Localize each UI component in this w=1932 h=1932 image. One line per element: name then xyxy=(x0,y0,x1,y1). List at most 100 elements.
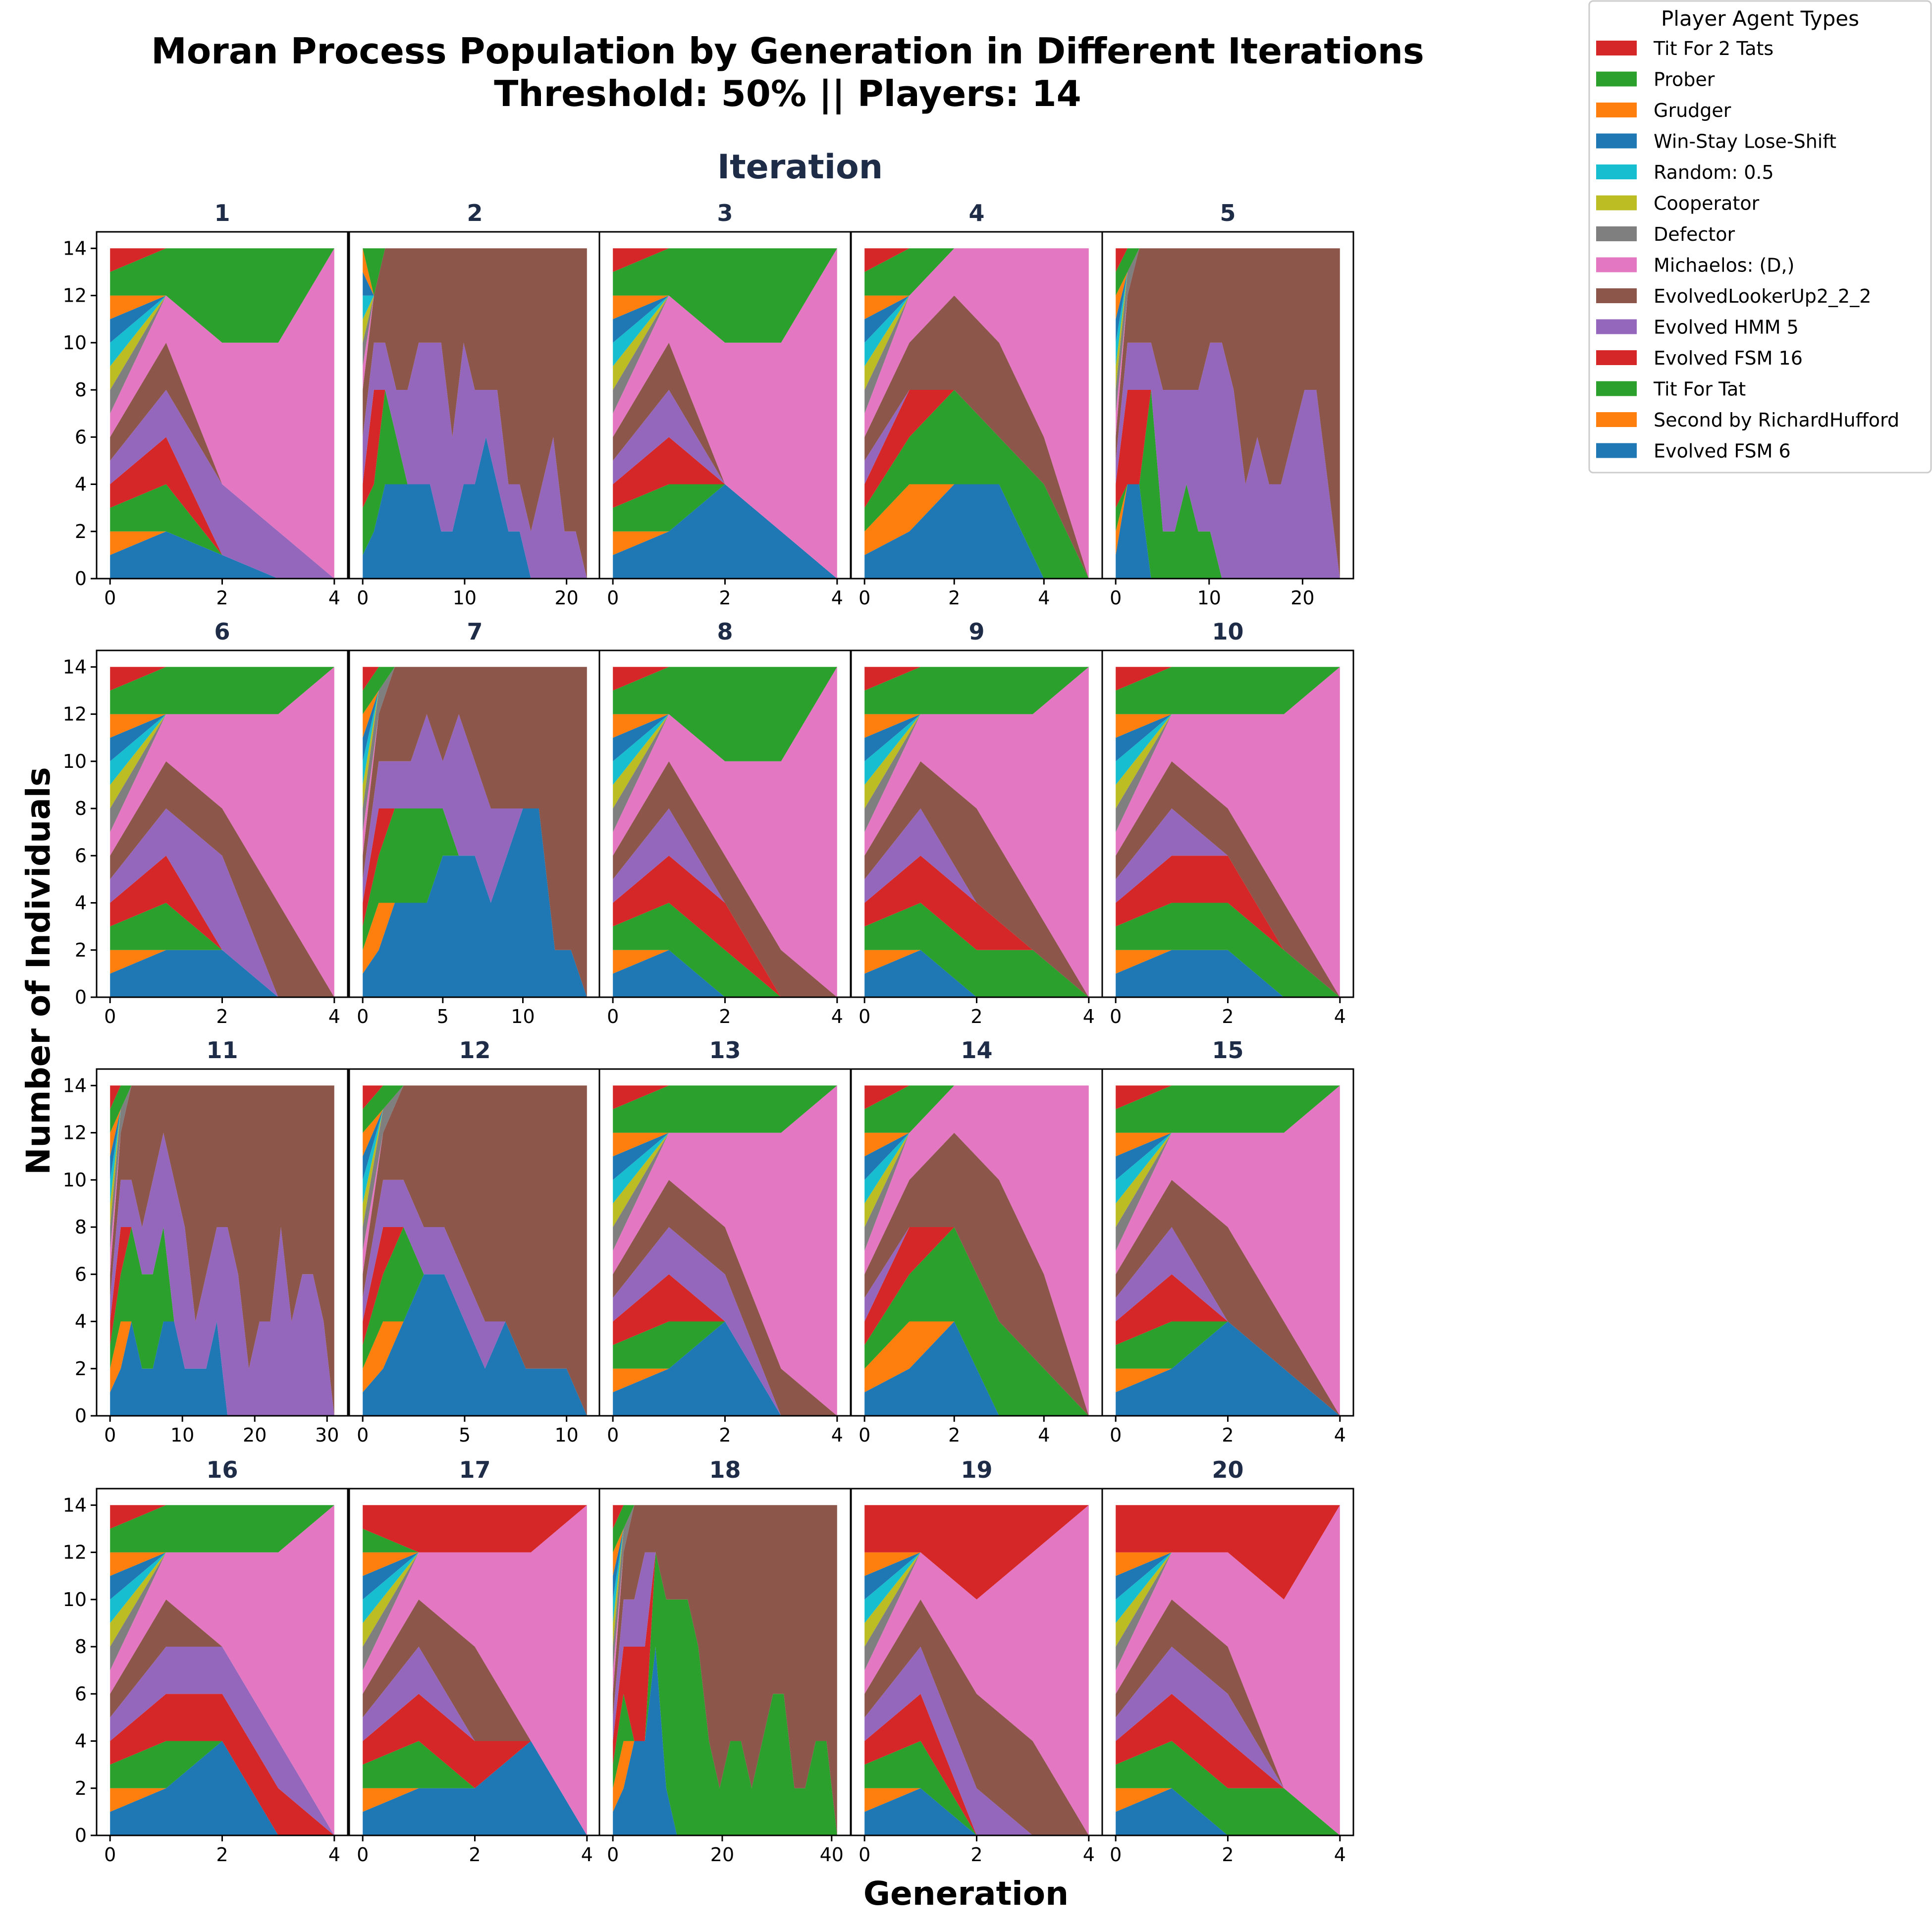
panel-19: 19 0 2 4 xyxy=(850,1456,1103,1866)
panel-7: 7 0 5 10 xyxy=(348,618,601,1027)
y-tick-label: 10 xyxy=(63,1169,87,1191)
panel-title: 17 xyxy=(459,1456,490,1483)
area-tit-for-tat xyxy=(110,1741,334,1835)
x-tick-label: 0 xyxy=(859,587,870,609)
legend-swatch xyxy=(1596,41,1637,55)
area-prober xyxy=(110,248,334,343)
x-tick-label: 20 xyxy=(1290,587,1314,609)
area-evolved-fsm-6 xyxy=(363,1741,587,1835)
x-tick-label: 40 xyxy=(820,1844,844,1866)
area-evolvedlookerup2-2-2 xyxy=(613,1180,837,1416)
area-evolved-hmm-5 xyxy=(110,808,334,997)
area-evolvedlookerup2-2-2 xyxy=(363,248,587,579)
area-evolved-hmm-5 xyxy=(613,1227,837,1416)
x-tick-label: 2 xyxy=(970,1006,982,1027)
panel-title: 3 xyxy=(717,200,733,226)
x-tick-label: 10 xyxy=(453,587,477,609)
y-tick-label: 14 xyxy=(63,1494,87,1516)
area-second-by-richardhufford xyxy=(110,950,334,997)
y-tick-label: 8 xyxy=(75,1216,87,1238)
area-tit-for-tat xyxy=(864,903,1089,997)
x-tick-label: 4 xyxy=(328,587,340,609)
area-random-0-5 xyxy=(110,667,334,785)
area-evolved-fsm-16 xyxy=(864,856,1089,997)
area-michaelos-d- xyxy=(613,667,837,997)
area-tit-for-tat xyxy=(363,1227,587,1416)
legend-entry: Cooperator xyxy=(1654,193,1760,215)
panel-title: 20 xyxy=(1212,1456,1243,1483)
x-tick-label: 20 xyxy=(243,1424,267,1446)
y-tick-label: 12 xyxy=(63,1122,87,1144)
x-tick-label: 0 xyxy=(859,1844,870,1866)
area-tit-for-tat xyxy=(110,1227,334,1416)
area-michaelos-d- xyxy=(864,1085,1089,1416)
y-tick-label: 4 xyxy=(75,474,87,495)
area-tit-for-2-tats xyxy=(1116,1505,1340,1600)
figure-subtitle: Threshold: 50% || Players: 14 xyxy=(494,73,1081,115)
x-tick-label: 10 xyxy=(170,1424,194,1446)
area-tit-for-tat xyxy=(864,390,1089,579)
panel-title: 14 xyxy=(961,1037,992,1064)
area-tit-for-2-tats xyxy=(864,667,1089,691)
area-evolved-fsm-6 xyxy=(613,950,837,997)
x-tick-label: 0 xyxy=(357,1424,369,1446)
panel-title: 10 xyxy=(1212,618,1243,645)
y-tick-label: 4 xyxy=(75,892,87,914)
area-random-0-5 xyxy=(1116,1085,1340,1204)
panel-12: 12 0 5 10 xyxy=(348,1037,601,1446)
area-second-by-richardhufford xyxy=(613,950,837,997)
area-prober xyxy=(613,248,837,343)
x-tick-label: 2 xyxy=(1222,1424,1234,1446)
area-second-by-richardhufford xyxy=(1116,950,1340,997)
area-evolved-hmm-5 xyxy=(1116,808,1340,997)
area-michaelos-d- xyxy=(613,1085,837,1416)
area-random-0-5 xyxy=(363,1505,587,1623)
legend-swatch xyxy=(1596,164,1637,179)
area-evolvedlookerup2-2-2 xyxy=(363,1085,587,1416)
y-tick-label: 14 xyxy=(63,656,87,678)
y-tick-label: 12 xyxy=(63,1542,87,1563)
area-random-0-5 xyxy=(613,1085,837,1204)
area-tit-for-tat xyxy=(110,484,334,579)
x-tick-label: 0 xyxy=(1110,1424,1122,1446)
area-prober xyxy=(1116,1085,1340,1133)
y-tick-label: 2 xyxy=(75,521,87,542)
iteration-label: Iteration xyxy=(717,148,883,187)
area-evolved-hmm-5 xyxy=(1116,342,1340,579)
area-evolved-fsm-16 xyxy=(110,856,334,997)
panel-title: 15 xyxy=(1212,1037,1243,1064)
legend-swatch xyxy=(1596,226,1637,241)
area-evolved-fsm-6 xyxy=(1116,1788,1340,1835)
y-tick-label: 10 xyxy=(63,751,87,772)
area-evolved-fsm-16 xyxy=(363,1227,587,1416)
x-tick-label: 2 xyxy=(216,587,228,609)
area-evolved-fsm-16 xyxy=(110,1694,334,1835)
legend-entry: Tit For Tat xyxy=(1653,378,1746,400)
legend-swatch xyxy=(1596,319,1637,334)
area-evolved-fsm-6 xyxy=(110,950,334,997)
x-tick-label: 4 xyxy=(1038,1424,1050,1446)
x-tick-label: 4 xyxy=(581,1844,593,1866)
x-tick-label: 2 xyxy=(216,1006,228,1027)
area-second-by-richardhufford xyxy=(864,1788,1089,1835)
area-tit-for-2-tats xyxy=(613,1085,837,1109)
area-tit-for-tat xyxy=(613,1321,837,1416)
area-michaelos-d- xyxy=(613,248,837,579)
x-tick-label: 0 xyxy=(104,587,116,609)
area-evolvedlookerup2-2-2 xyxy=(110,1085,334,1416)
area-evolved-fsm-6 xyxy=(613,1647,837,1835)
area-evolved-hmm-5 xyxy=(1116,1647,1340,1835)
area-michaelos-d- xyxy=(864,1505,1089,1835)
panel-2: 20 10 20 xyxy=(348,200,601,609)
x-tick-label: 0 xyxy=(859,1006,870,1027)
area-random-0-5 xyxy=(613,667,837,785)
area-second-by-richardhufford xyxy=(110,531,334,579)
x-tick-label: 5 xyxy=(437,1006,449,1027)
area-tit-for-tat xyxy=(1116,1741,1340,1835)
area-tit-for-tat xyxy=(110,903,334,997)
y-tick-label: 2 xyxy=(75,939,87,961)
x-tick-label: 0 xyxy=(859,1424,870,1446)
x-tick-label: 0 xyxy=(104,1844,116,1866)
panel-15: 15 0 2 4 xyxy=(1101,1037,1354,1446)
area-evolved-fsm-16 xyxy=(864,1694,1089,1835)
